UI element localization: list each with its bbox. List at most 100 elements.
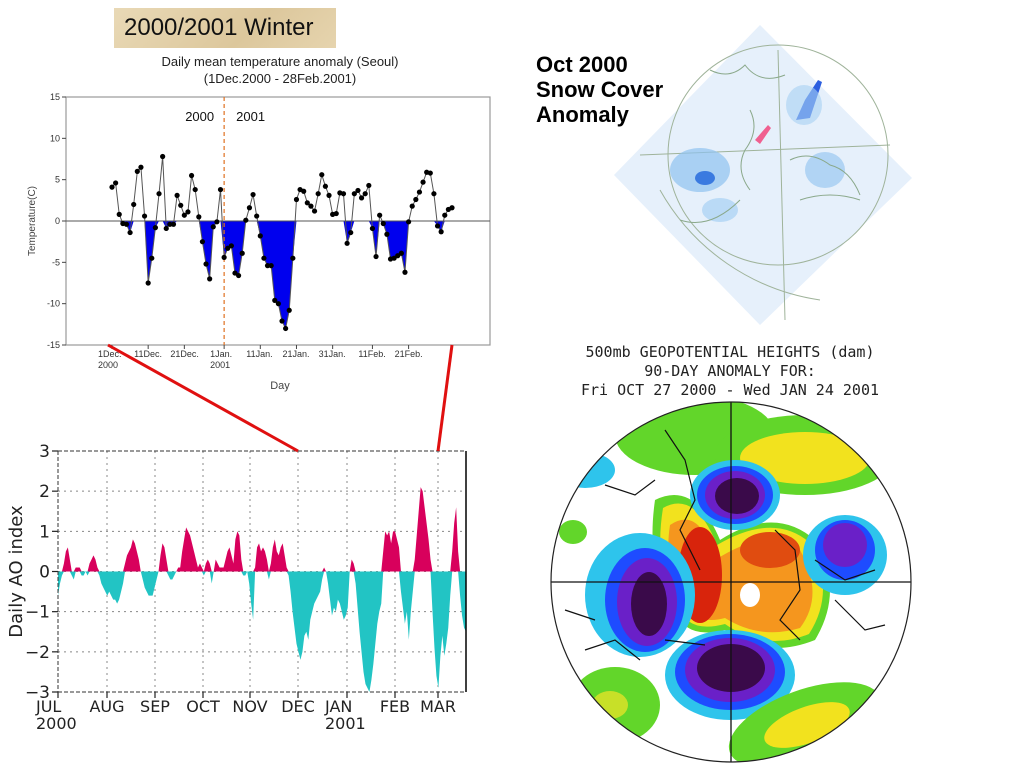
temp-x-tick-label: 1Jan. [210, 349, 232, 359]
snow-anomaly-asia [670, 148, 730, 192]
temp-data-point [254, 213, 260, 219]
temp-data-point [308, 203, 314, 209]
geo-title-line-1: 500mb GEOPOTENTIAL HEIGHTS (dam) [585, 343, 875, 361]
geo-anomaly-green-west [559, 520, 587, 544]
geopotential-anomaly-map [550, 401, 912, 763]
snow-title-line-3: Anomaly [536, 102, 629, 127]
temp-data-point [315, 191, 321, 197]
temp-data-point [217, 186, 224, 193]
snow-title-line-2: Snow Cover [536, 77, 664, 102]
ao-x-tick-label: JUL [35, 697, 61, 716]
temp-data-point [377, 212, 383, 218]
temp-data-point [214, 219, 220, 225]
snow-anomaly-asia-south [702, 198, 738, 222]
geo-title-line-2: 90-DAY ANOMALY FOR: [644, 362, 816, 380]
temp-data-point [257, 233, 263, 239]
temp-x-tick-label: 11Feb. [358, 349, 385, 359]
temp-y-tick-label: -10 [47, 299, 60, 309]
temp-data-point [420, 179, 426, 185]
temp-data-point [333, 210, 339, 217]
snow-map-meridian-v [777, 49, 786, 321]
geo-anomaly-purple-west [631, 572, 667, 636]
year-label-2000: 2000 [185, 109, 214, 124]
temp-data-point [163, 225, 169, 232]
temp-data-point [391, 255, 397, 261]
temp-data-point [384, 231, 390, 237]
snow-anomaly-america [805, 152, 845, 188]
temp-data-point [152, 225, 159, 231]
temp-data-point [170, 221, 177, 227]
snow-anomaly-greenland-halo [786, 85, 822, 125]
temp-data-point [431, 191, 437, 197]
snow-map-latitude-circle [667, 44, 889, 266]
temp-y-tick-label: 15 [50, 92, 60, 102]
temp-data-point [290, 255, 296, 261]
temp-data-point [264, 263, 271, 269]
ao-y-tick-label: −1 [25, 603, 50, 623]
temp-data-point [207, 276, 213, 282]
temp-data-point [416, 189, 423, 195]
temp-data-point [188, 172, 195, 179]
temp-y-tick-label: -5 [52, 257, 60, 267]
temp-data-point [438, 229, 444, 235]
temp-data-point [141, 213, 148, 219]
temp-y-tick-label: 5 [55, 175, 60, 185]
temp-data-point [113, 180, 119, 186]
temp-data-point [293, 196, 300, 203]
temp-x-tick-label: 1Dec. [98, 349, 122, 359]
geo-title-line-3: Fri OCT 27 2000 - Wed JAN 24 2001 [580, 381, 879, 399]
ao-x-tick-label: NOV [232, 697, 267, 716]
geo-anomaly-purple-north [715, 478, 759, 514]
snow-map-title: Oct 2000 Snow Cover Anomaly [536, 52, 663, 127]
ao-x-tick-label: DEC [281, 697, 315, 716]
temp-data-point [239, 250, 245, 256]
ao-y-tick-label: 3 [39, 442, 50, 462]
geo-anomaly-cyan-nw [555, 452, 615, 488]
temp-data-point [138, 164, 144, 170]
temp-data-point [160, 153, 166, 160]
temperature-chart-header: Daily mean temperature anomaly (Seoul) (… [100, 53, 460, 87]
geo-map-boundary [550, 401, 912, 763]
temp-data-point [326, 192, 332, 198]
snow-map-outer-circle [659, 189, 821, 301]
temp-x-tick-label: 2001 [210, 360, 230, 370]
ao-y-tick-label: 0 [39, 563, 50, 583]
temp-data-point [210, 224, 216, 230]
temp-data-point [127, 229, 133, 236]
temp-y-tick-label: -15 [47, 340, 60, 350]
temp-data-point [178, 202, 184, 208]
temp-data-point [304, 200, 310, 206]
snow-anomaly-asia-core [695, 171, 715, 185]
geopotential-map-title: 500mb GEOPOTENTIAL HEIGHTS (dam) 90-DAY … [540, 343, 920, 400]
ao-negative-area [58, 571, 466, 692]
temp-data-point [402, 269, 408, 275]
temp-data-point [322, 183, 329, 189]
ao-x-tick-label: 2001 [325, 714, 366, 733]
temp-data-point [373, 253, 379, 260]
temp-data-point [246, 205, 253, 211]
temp-data-point [286, 307, 292, 313]
ao-positive-area [58, 487, 466, 572]
temp-y-tick-label: 0 [55, 216, 60, 226]
ao-x-tick-label: SEP [140, 697, 170, 716]
temp-x-axis-label: Day [270, 380, 290, 392]
temp-data-point [358, 195, 365, 201]
temperature-chart-title: Daily mean temperature anomaly (Seoul) [161, 54, 399, 69]
temp-data-point [275, 301, 281, 307]
temp-data-point [355, 187, 361, 194]
temp-data-point [405, 219, 412, 225]
ao-y-tick-label: 2 [39, 482, 50, 502]
temp-data-point [243, 217, 249, 223]
temp-data-point [395, 253, 401, 259]
ao-x-tick-label: MAR [420, 697, 456, 716]
temp-data-point [174, 192, 180, 198]
temp-x-tick-label: 21Jan. [282, 349, 309, 359]
temp-data-point [134, 168, 140, 174]
temp-data-point [123, 221, 130, 227]
temp-data-point [181, 212, 187, 218]
geo-anomaly-yellow-se [764, 702, 850, 748]
temp-data-point [283, 325, 289, 332]
temp-data-point [185, 209, 191, 215]
